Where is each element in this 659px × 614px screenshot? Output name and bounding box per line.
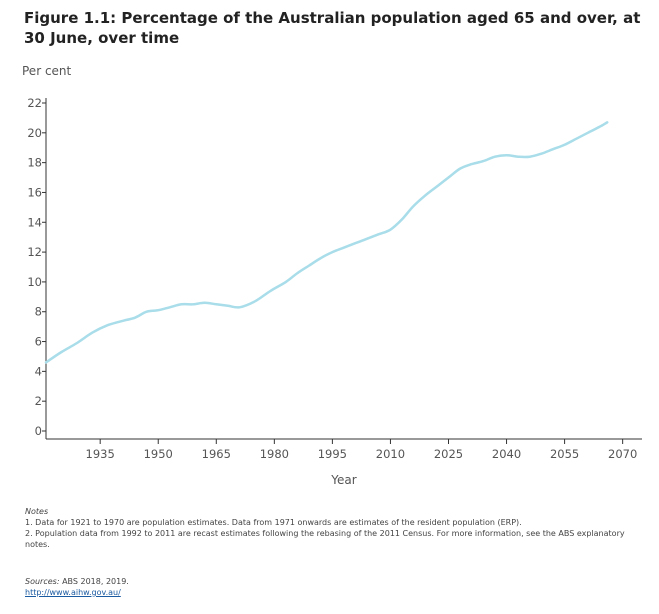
y-tick-label: 16 [27,185,42,199]
y-tick-label: 8 [35,305,42,319]
chart-title: Figure 1.1: Percentage of the Australian… [24,9,641,47]
series-line-1 [44,121,609,364]
y-axis-title: Per cent [22,64,72,78]
sources-section: Sources: ABS 2018, 2019. http://www.aihw… [25,576,129,598]
x-tick-label: 2070 [608,447,637,461]
x-tick-label: 1980 [260,447,289,461]
x-tick-label: 2025 [434,447,463,461]
x-tick-label: 2010 [376,447,405,461]
note-line-2: 2. Population data from 1992 to 2011 are… [25,529,625,549]
notes-section: Notes 1. Data for 1921 to 1970 are popul… [25,506,635,550]
notes-heading: Notes [25,507,49,516]
y-tick-label: 10 [27,275,42,289]
x-tick-label: 1935 [86,447,115,461]
y-tick-label: 12 [27,245,42,259]
y-tick-label: 14 [27,215,42,229]
x-tick-label: 1995 [318,447,347,461]
y-tick-label: 4 [35,364,42,378]
y-tick-label: 22 [27,96,42,110]
line-chart: 0 2 4 6 8 10 12 14 16 18 20 22 1935 1950 1965 1980 1995 2… [27,96,642,487]
aihw-link[interactable]: http://www.aihw.gov.au/ [25,588,121,597]
note-line-1: 1. Data for 1921 to 1970 are population … [25,518,522,527]
sources-text: ABS 2018, 2019. [62,577,129,586]
x-tick-label: 2040 [492,447,521,461]
x-tick-label: 2055 [550,447,579,461]
x-tick-label: 1965 [202,447,231,461]
y-tick-label: 0 [35,424,42,438]
y-tick-label: 2 [35,394,42,408]
sources-label: Sources: [25,577,60,586]
x-axis-title: Year [330,473,356,487]
y-tick-label: 20 [27,126,42,140]
y-tick-label: 6 [35,335,42,349]
x-tick-label: 1950 [144,447,173,461]
y-tick-label: 18 [27,156,42,170]
